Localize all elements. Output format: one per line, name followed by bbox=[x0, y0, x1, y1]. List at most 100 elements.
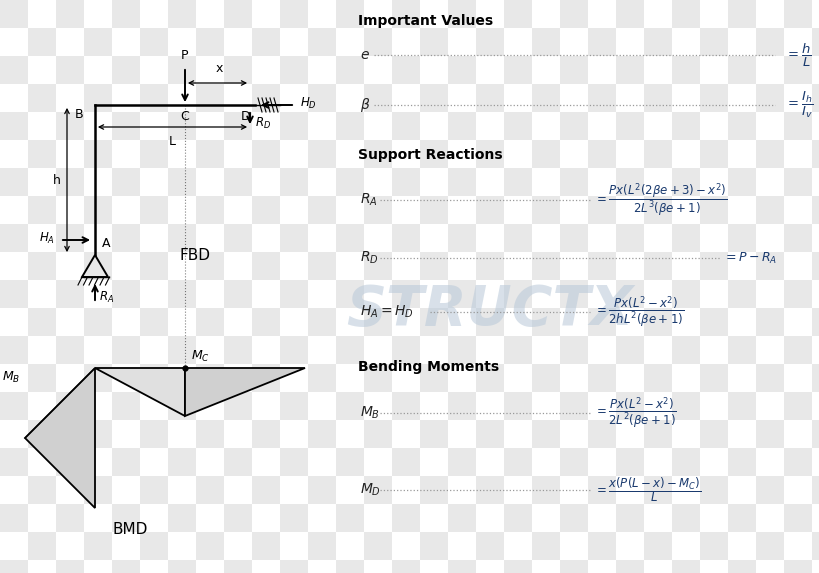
Bar bbox=[419, 140, 447, 168]
Bar bbox=[0, 336, 28, 364]
Text: C: C bbox=[180, 110, 189, 123]
Bar bbox=[811, 252, 819, 280]
Bar bbox=[0, 392, 28, 420]
Bar bbox=[699, 476, 727, 504]
Bar bbox=[447, 336, 475, 364]
Bar bbox=[364, 140, 391, 168]
Bar bbox=[643, 364, 672, 392]
Bar bbox=[56, 280, 84, 308]
Bar bbox=[112, 560, 140, 573]
Bar bbox=[140, 28, 168, 56]
Bar bbox=[643, 196, 672, 224]
Bar bbox=[364, 28, 391, 56]
Bar bbox=[783, 0, 811, 28]
Text: Bending Moments: Bending Moments bbox=[358, 360, 499, 374]
Bar bbox=[587, 140, 615, 168]
Bar bbox=[28, 308, 56, 336]
Bar bbox=[364, 364, 391, 392]
Bar bbox=[224, 112, 251, 140]
Bar bbox=[196, 252, 224, 280]
Bar bbox=[587, 196, 615, 224]
Bar bbox=[224, 280, 251, 308]
Bar bbox=[0, 280, 28, 308]
Bar bbox=[112, 336, 140, 364]
Bar bbox=[336, 112, 364, 140]
Text: BMD: BMD bbox=[112, 523, 147, 537]
Bar bbox=[447, 560, 475, 573]
Bar bbox=[28, 532, 56, 560]
Bar bbox=[196, 532, 224, 560]
Bar bbox=[699, 140, 727, 168]
Bar bbox=[112, 112, 140, 140]
Bar bbox=[168, 336, 196, 364]
Bar bbox=[447, 392, 475, 420]
Bar bbox=[475, 28, 504, 56]
Bar bbox=[28, 420, 56, 448]
Bar bbox=[475, 140, 504, 168]
Bar bbox=[0, 224, 28, 252]
Bar bbox=[727, 168, 755, 196]
Text: $=\dfrac{I_h}{I_v}$: $=\dfrac{I_h}{I_v}$ bbox=[784, 90, 812, 120]
Bar bbox=[196, 308, 224, 336]
Bar bbox=[727, 448, 755, 476]
Bar bbox=[559, 448, 587, 476]
Bar bbox=[168, 560, 196, 573]
Bar bbox=[84, 196, 112, 224]
Text: $e$: $e$ bbox=[360, 48, 369, 62]
Text: $R_A$: $R_A$ bbox=[99, 289, 114, 305]
Bar bbox=[643, 84, 672, 112]
Bar bbox=[28, 28, 56, 56]
Bar bbox=[56, 336, 84, 364]
Bar bbox=[615, 504, 643, 532]
Text: STRUCTX: STRUCTX bbox=[346, 283, 633, 337]
Bar bbox=[391, 448, 419, 476]
Polygon shape bbox=[25, 368, 95, 508]
Bar bbox=[755, 420, 783, 448]
Bar bbox=[112, 0, 140, 28]
Bar bbox=[112, 280, 140, 308]
Bar bbox=[308, 84, 336, 112]
Bar bbox=[672, 504, 699, 532]
Bar bbox=[783, 448, 811, 476]
Bar bbox=[140, 364, 168, 392]
Bar bbox=[0, 560, 28, 573]
Bar bbox=[336, 280, 364, 308]
Bar bbox=[699, 364, 727, 392]
Bar bbox=[447, 112, 475, 140]
Bar bbox=[559, 112, 587, 140]
Bar bbox=[279, 504, 308, 532]
Bar bbox=[532, 476, 559, 504]
Bar bbox=[559, 336, 587, 364]
Bar bbox=[391, 392, 419, 420]
Bar bbox=[419, 28, 447, 56]
Bar bbox=[391, 224, 419, 252]
Bar bbox=[643, 420, 672, 448]
Bar bbox=[251, 532, 279, 560]
Bar bbox=[140, 196, 168, 224]
Bar bbox=[615, 168, 643, 196]
Bar bbox=[447, 448, 475, 476]
Bar bbox=[475, 532, 504, 560]
Bar bbox=[308, 476, 336, 504]
Bar bbox=[336, 504, 364, 532]
Bar bbox=[532, 28, 559, 56]
Bar bbox=[391, 280, 419, 308]
Bar bbox=[56, 0, 84, 28]
Bar bbox=[699, 420, 727, 448]
Bar bbox=[783, 280, 811, 308]
Bar bbox=[140, 140, 168, 168]
Bar bbox=[251, 476, 279, 504]
Bar bbox=[224, 448, 251, 476]
Bar bbox=[168, 448, 196, 476]
Bar bbox=[196, 420, 224, 448]
Bar bbox=[168, 280, 196, 308]
Text: D: D bbox=[241, 110, 251, 123]
Text: $H_D$: $H_D$ bbox=[300, 96, 316, 111]
Text: P: P bbox=[181, 49, 188, 62]
Bar bbox=[419, 532, 447, 560]
Bar bbox=[196, 196, 224, 224]
Bar bbox=[112, 504, 140, 532]
Bar bbox=[336, 224, 364, 252]
Bar bbox=[615, 112, 643, 140]
Text: L: L bbox=[169, 135, 176, 148]
